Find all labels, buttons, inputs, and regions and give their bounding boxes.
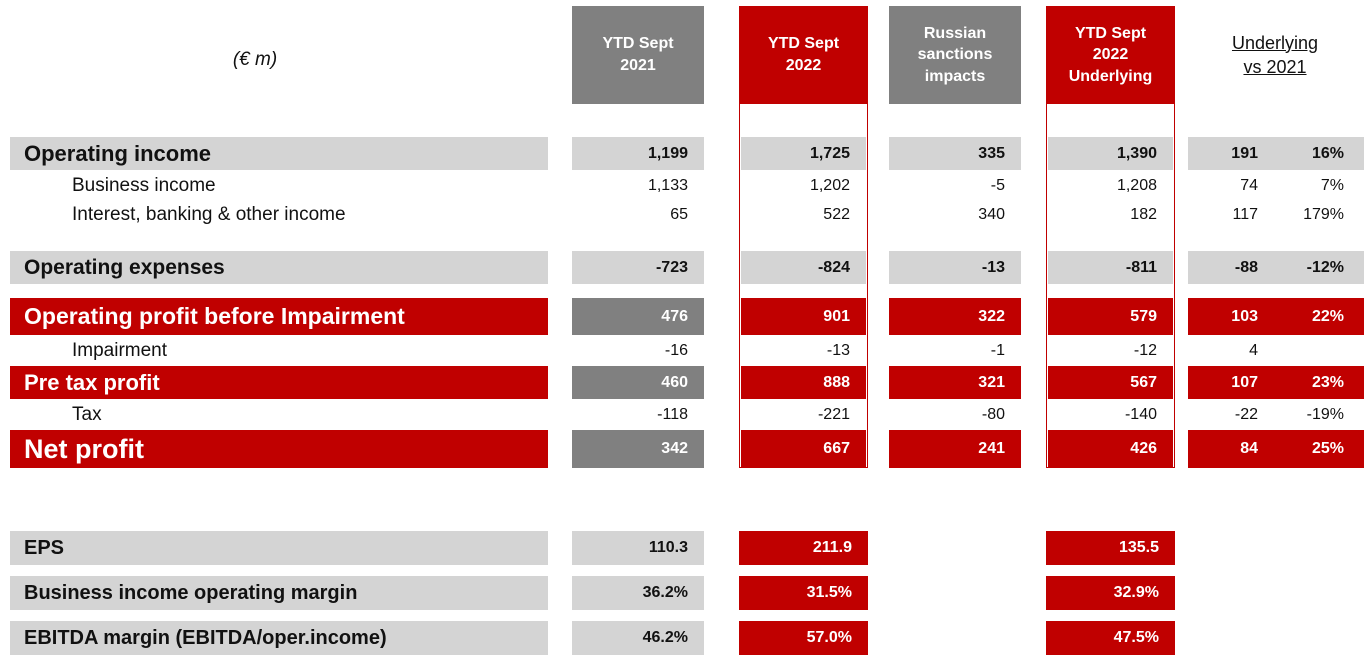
cell-eps-2021: 110.3 <box>572 531 704 565</box>
cell-impairment-sanctions: -1 <box>990 342 1005 359</box>
cell-eps-2022: 211.9 <box>739 531 868 565</box>
header-russian-line1: Russian <box>923 24 987 42</box>
cell-tax-2021: -118 <box>657 405 688 423</box>
header-vs-line2: vs 2021 <box>1243 57 1307 77</box>
header-ytd-2022: YTD Sept 2022 <box>739 6 868 104</box>
cell-business-vs-pct: 7% <box>1320 177 1344 194</box>
row-label-business-income: Business income <box>72 175 216 196</box>
cell-opprofit-2022: 901 <box>741 298 866 335</box>
header-ytd-2021-line2: 2021 <box>620 57 656 74</box>
cell-business-sanctions: -5 <box>990 177 1005 194</box>
cell-impairment-underlying: -12 <box>1133 342 1157 359</box>
cell-opincome-2022: 1,725 <box>741 137 866 170</box>
cell-tax-underlying: -140 <box>1124 405 1157 423</box>
cell-opincome-2021: 1,199 <box>572 137 704 170</box>
cell-impairment-2022: -13 <box>826 342 850 359</box>
cell-bimargin-underlying: 32.9% <box>1046 576 1175 610</box>
cell-interest-vs-pct: 179% <box>1303 206 1344 223</box>
row-label-net-profit: Net profit <box>10 430 548 468</box>
cell-business-2022: 1,202 <box>809 177 850 194</box>
header-vs-line1: Underlying <box>1231 32 1319 53</box>
row-label-operating-expenses: Operating expenses <box>10 251 548 284</box>
row-label-tax: Tax <box>72 403 102 425</box>
cell-net-2022: 667 <box>741 430 866 468</box>
cell-opexp-vs-bg <box>1188 251 1364 284</box>
cell-tax-sanctions: -80 <box>981 405 1005 423</box>
row-label-operating-profit: Operating profit before Impairment <box>10 298 548 335</box>
cell-opexp-underlying: -811 <box>1048 251 1173 284</box>
cell-opprofit-vs-pct: 22% <box>1311 307 1344 325</box>
cell-ebitda-underlying: 47.5% <box>1046 621 1175 655</box>
cell-pretax-2022: 888 <box>741 366 866 399</box>
row-label-ebitda-margin: EBITDA margin (EBITDA/oper.income) <box>10 621 548 655</box>
cell-opprofit-vs-bg <box>1188 298 1364 335</box>
cell-net-vs-abs: 84 <box>1240 440 1258 457</box>
cell-interest-2021: 65 <box>670 206 688 223</box>
cell-net-2021: 342 <box>572 430 704 468</box>
cell-pretax-vs-pct: 23% <box>1311 373 1344 391</box>
cell-business-2021: 1,133 <box>647 177 688 194</box>
cell-interest-sanctions: 340 <box>978 206 1005 223</box>
cell-bimargin-2021: 36.2% <box>572 576 704 610</box>
cell-pretax-vs-abs: 107 <box>1231 373 1258 391</box>
header-ytd-2021-line1: YTD Sept <box>602 35 674 53</box>
header-underlying-line2: 2022 <box>1092 46 1129 64</box>
cell-net-vs-pct: 25% <box>1311 440 1344 457</box>
cell-opincome-underlying: 1,390 <box>1048 137 1173 170</box>
header-ytd-2022-line2: 2022 <box>785 57 822 74</box>
cell-net-sanctions: 241 <box>889 430 1021 468</box>
cell-tax-vs-abs: -22 <box>1234 405 1258 423</box>
header-russian-sanctions: Russian sanctions impacts <box>889 6 1021 104</box>
header-ytd-2022-line1: YTD Sept <box>767 35 840 53</box>
cell-impairment-2021: -16 <box>664 342 688 359</box>
cell-ebitda-2021: 46.2% <box>572 621 704 655</box>
row-label-business-margin: Business income operating margin <box>10 576 548 610</box>
cell-net-underlying: 426 <box>1048 430 1173 468</box>
header-underlying-line1: YTD Sept <box>1074 24 1147 42</box>
header-ytd-2022-underlying: YTD Sept 2022 Underlying <box>1046 6 1175 104</box>
cell-interest-underlying: 182 <box>1130 206 1157 223</box>
cell-opincome-vs-bg <box>1188 137 1364 170</box>
cell-interest-2022: 522 <box>823 206 850 223</box>
cell-eps-underlying: 135.5 <box>1046 531 1175 565</box>
cell-opprofit-vs-abs: 103 <box>1231 307 1258 325</box>
header-russian-line2: sanctions <box>917 46 993 64</box>
cell-opexp-vs-pct: -12% <box>1306 258 1344 276</box>
row-label-interest-income: Interest, banking & other income <box>72 204 346 225</box>
unit-label: (€ m) <box>232 49 278 70</box>
header-ytd-2021: YTD Sept 2021 <box>572 6 704 104</box>
cell-opexp-2022: -824 <box>741 251 866 284</box>
cell-pretax-vs-bg <box>1188 366 1364 399</box>
cell-opprofit-2021: 476 <box>572 298 704 335</box>
header-underlying-line3: Underlying <box>1068 67 1153 85</box>
cell-tax-2022: -221 <box>817 405 850 423</box>
header-russian-line3: impacts <box>924 67 986 85</box>
cell-business-underlying: 1,208 <box>1116 177 1157 194</box>
cell-opincome-sanctions: 335 <box>889 137 1021 170</box>
row-label-impairment: Impairment <box>72 340 168 361</box>
cell-impairment-vs-abs: 4 <box>1249 342 1258 359</box>
header-underlying-vs-2021: Underlying vs 2021 <box>1190 20 1360 90</box>
cell-pretax-2021: 460 <box>572 366 704 399</box>
cell-tax-vs-pct: -19% <box>1306 405 1344 423</box>
cell-opexp-sanctions: -13 <box>889 251 1021 284</box>
cell-pretax-underlying: 567 <box>1048 366 1173 399</box>
cell-interest-vs-abs: 117 <box>1232 206 1258 223</box>
cell-opincome-vs-pct: 16% <box>1311 144 1344 162</box>
cell-net-vs-bg <box>1188 430 1364 468</box>
row-label-operating-income: Operating income <box>10 137 548 170</box>
cell-opexp-2021: -723 <box>572 251 704 284</box>
cell-opexp-vs-abs: -88 <box>1234 258 1258 276</box>
cell-opprofit-sanctions: 322 <box>889 298 1021 335</box>
cell-pretax-sanctions: 321 <box>889 366 1021 399</box>
cell-opincome-vs-abs: 191 <box>1231 144 1258 162</box>
cell-ebitda-2022: 57.0% <box>739 621 868 655</box>
row-label-eps: EPS <box>10 531 548 565</box>
row-label-pre-tax-profit: Pre tax profit <box>10 366 548 399</box>
cell-opprofit-underlying: 579 <box>1048 298 1173 335</box>
cell-bimargin-2022: 31.5% <box>739 576 868 610</box>
cell-business-vs-abs: 74 <box>1240 177 1258 194</box>
